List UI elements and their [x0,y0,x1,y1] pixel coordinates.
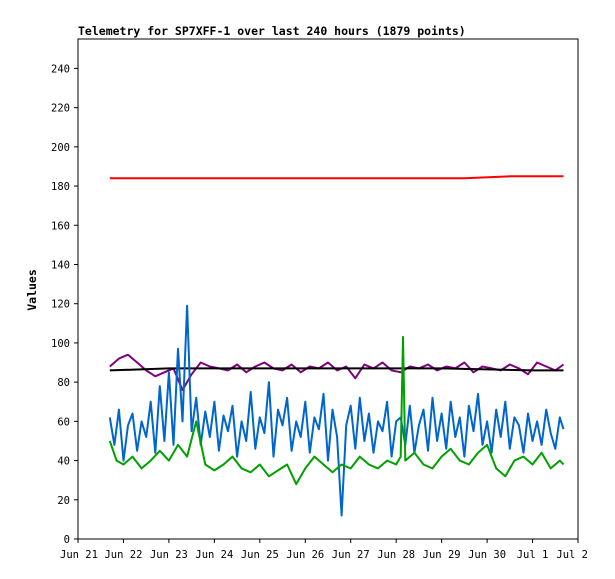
y-tick-label: 180 [51,181,70,193]
series-line-0 [109,175,564,180]
x-tick-label: Jul 1 [517,549,549,561]
x-tick-label: Jun 28 [377,549,415,561]
series-line-3 [108,304,565,517]
series-line-2 [109,367,564,372]
y-tick-label: 200 [51,142,70,154]
y-tick-label: 80 [57,377,70,389]
y-tick-label: 160 [51,220,70,232]
x-tick-label: Jun 23 [150,549,188,561]
y-tick-label: 240 [51,63,70,75]
series-layer [108,175,565,517]
y-tick-label: 60 [57,416,70,428]
y-tick-label: 20 [57,495,70,507]
series-line-1 [109,353,565,391]
chart-title: Telemetry for SP7XFF-1 over last 240 hou… [78,24,466,38]
y-tick-label: 140 [51,259,70,271]
y-tick-label: 220 [51,103,70,115]
x-tick-label: Jun 25 [241,549,279,561]
y-tick-label: 0 [64,534,70,546]
x-tick-label: Jun 24 [195,549,233,561]
plot-area-frame [77,38,579,540]
y-axis-label: Values [25,269,39,311]
x-tick-label: Jun 22 [104,549,142,561]
x-tick-label: Jun 30 [468,549,506,561]
axes-layer: 0 20 40 60 80 100 120 140 160 180 200 220 240 Jun 21 J… [51,63,588,561]
x-tick-label: Jul 2 [556,549,588,561]
y-tick-label: 120 [51,299,70,311]
series-line-4 [108,336,565,486]
x-tick-label: Jun 27 [332,549,370,561]
y-tick-label: 100 [51,338,70,350]
x-tick-label: Jun 26 [286,549,324,561]
x-tick-label: Jun 21 [60,549,98,561]
x-tick-label: Jun 29 [423,549,461,561]
y-tick-label: 40 [57,456,70,468]
